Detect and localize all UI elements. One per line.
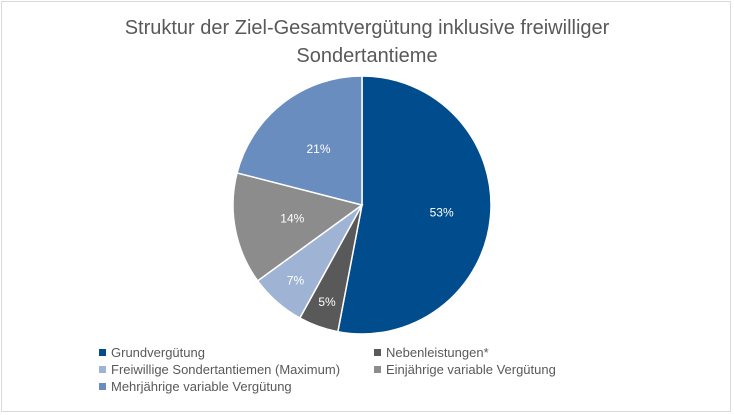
- legend-swatch: [99, 348, 106, 356]
- pie-slice-mehrj-hrige-variable-verg-tung: [236, 75, 363, 206]
- pie-slice-einj-hrige-variable-verg-tung: [232, 172, 364, 282]
- legend-item-einj-hrige-variable-verg-tung: Einjährige variable Vergütung: [374, 361, 556, 377]
- legend-label: Mehrjährige variable Vergütung: [111, 378, 292, 394]
- data-label-mehrj-hrige-variable-verg-tung: 21%: [306, 142, 330, 156]
- chart-title: Struktur der Ziel-Gesamtvergütung inklus…: [0, 14, 734, 70]
- legend-swatch: [99, 382, 106, 390]
- legend-label: Freiwillige Sondertantiemen (Maximum): [111, 361, 341, 377]
- data-label-einj-hrige-variable-verg-tung: 14%: [280, 211, 304, 225]
- data-label-grundverg-tung: 53%: [430, 206, 454, 220]
- legend-item-freiwillige-sondertantiemen-maximum: Freiwillige Sondertantiemen (Maximum): [99, 361, 340, 377]
- legend-swatch: [99, 365, 106, 373]
- pie-slice-grundverg-tung: [336, 75, 492, 335]
- data-label-freiwillige-sondertantiemen-maximum: 7%: [287, 273, 305, 287]
- legend-item-mehrj-hrige-variable-verg-tung: Mehrjährige variable Vergütung: [99, 378, 292, 394]
- chart-title-line-2: Sondertantieme: [296, 45, 438, 67]
- legend-swatch: [374, 348, 381, 356]
- data-label-nebenleistungen: 5%: [318, 295, 336, 309]
- chart-title-line-1: Struktur der Ziel-Gesamtvergütung inklus…: [124, 17, 610, 39]
- legend-item-nebenleistungen: Nebenleistungen*: [374, 344, 489, 360]
- legend-label: Einjährige variable Vergütung: [386, 361, 556, 377]
- legend-item-grundverg-tung: Grundvergütung: [99, 344, 205, 360]
- legend-label: Nebenleistungen*: [386, 344, 489, 360]
- legend-swatch: [374, 365, 381, 373]
- legend-label: Grundvergütung: [111, 344, 205, 360]
